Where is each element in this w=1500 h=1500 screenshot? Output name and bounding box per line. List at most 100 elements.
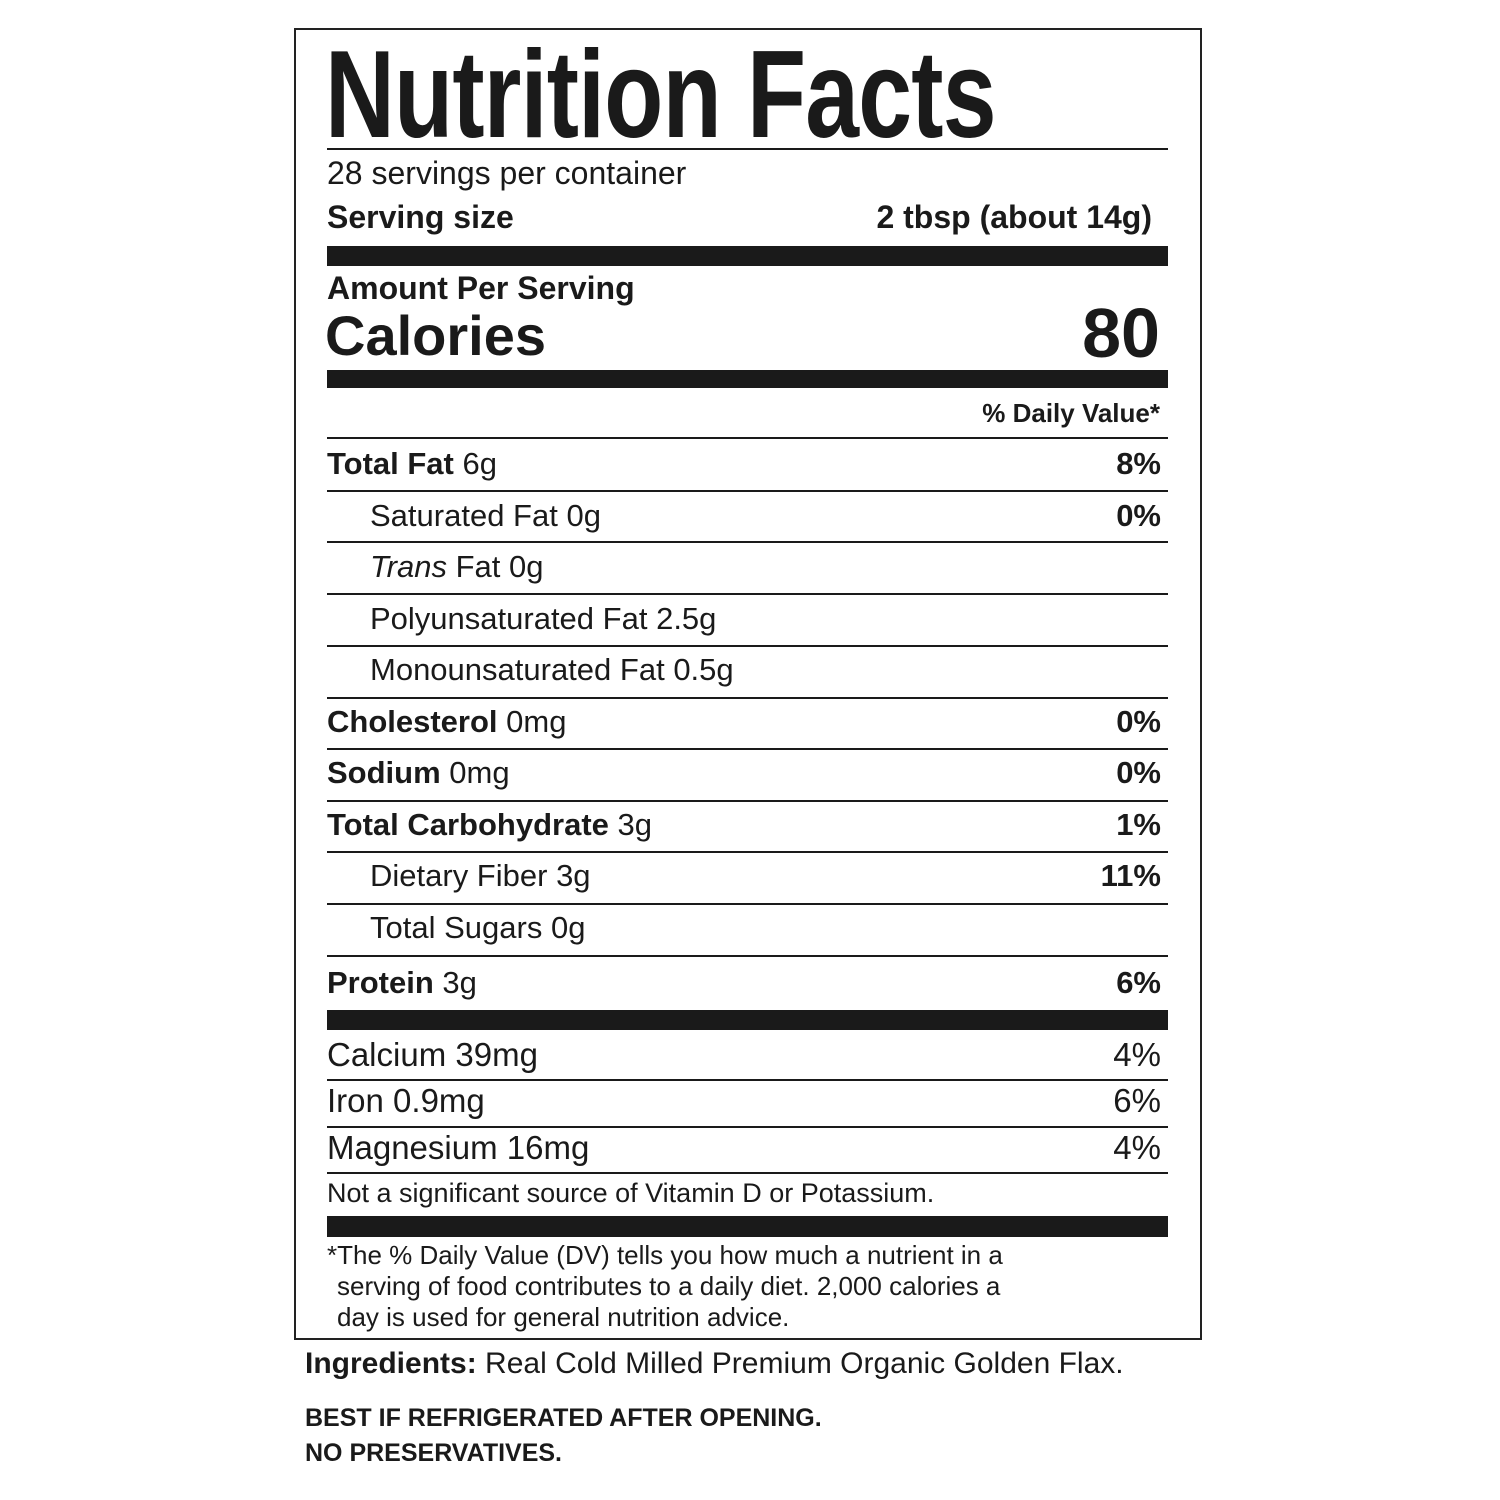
divider xyxy=(327,437,1168,439)
divider xyxy=(327,541,1168,543)
nutrient-amount: 0g xyxy=(550,910,586,945)
nutrient-name: Fat xyxy=(455,549,501,584)
not-significant-note: Not a significant source of Vitamin D or… xyxy=(327,1178,935,1208)
mineral-name: Iron xyxy=(327,1082,384,1119)
footnote-line: day is used for general nutrition advice… xyxy=(337,1302,790,1332)
ingredients-label: Ingredients: xyxy=(305,1347,477,1380)
mineral-name: Calcium xyxy=(327,1036,447,1073)
nutrient-daily-value: 0% xyxy=(1116,498,1161,533)
servings-per-container: 28 servings per container xyxy=(327,155,687,191)
divider xyxy=(327,645,1168,647)
nutrient-name: Polyunsaturated Fat xyxy=(370,601,648,636)
nutrient-row: Saturated Fat 0g 0% xyxy=(327,496,1161,536)
mineral-amount: 39mg xyxy=(455,1036,538,1073)
nutrient-label: Polyunsaturated Fat 2.5g xyxy=(327,599,716,639)
mineral-name: Magnesium xyxy=(327,1129,498,1166)
calories-label: Calories xyxy=(325,304,546,367)
nutrient-name: Saturated Fat xyxy=(370,498,558,533)
footnote-line: serving of food contributes to a daily d… xyxy=(337,1271,1001,1301)
nutrient-amount: 6g xyxy=(462,446,497,481)
nutrient-row: Sodium 0mg 0% xyxy=(327,753,1161,793)
thick-divider xyxy=(327,1216,1168,1237)
nutrient-label: Saturated Fat 0g xyxy=(327,496,601,536)
divider xyxy=(327,748,1168,750)
nutrient-label: Total Fat 6g xyxy=(327,444,497,484)
nutrient-name: Total Fat xyxy=(327,446,454,481)
calories-value: 80 xyxy=(1082,294,1160,372)
mineral-daily-value: 6% xyxy=(1113,1082,1161,1119)
divider xyxy=(327,800,1168,802)
nutrient-label: Total Sugars 0g xyxy=(327,908,585,948)
amount-per-serving: Amount Per Serving xyxy=(327,270,635,306)
nutrient-row: Monounsaturated Fat 0.5g xyxy=(327,650,1161,690)
divider xyxy=(327,148,1168,150)
mineral-row: Iron 0.9mg 6% xyxy=(327,1081,1161,1121)
nutrient-label: Monounsaturated Fat 0.5g xyxy=(327,650,734,690)
notice: BEST IF REFRIGERATED AFTER OPENING. xyxy=(305,1404,822,1432)
mineral-daily-value: 4% xyxy=(1113,1036,1161,1073)
nutrient-label: Sodium 0mg xyxy=(327,753,510,793)
divider xyxy=(327,1079,1168,1081)
nutrient-row: Dietary Fiber 3g 11% xyxy=(327,856,1161,896)
nutrient-amount: 0g xyxy=(566,498,601,533)
nutrient-row: Total Sugars 0g xyxy=(327,908,1161,948)
nutrient-label: Trans Fat 0g xyxy=(327,547,543,587)
nutrient-row: Total Carbohydrate 3g 1% xyxy=(327,805,1161,845)
ingredients-value: Real Cold Milled Premium Organic Golden … xyxy=(485,1347,1124,1380)
serving-size-value: 2 tbsp (about 14g) xyxy=(876,199,1152,235)
nutrient-daily-value: 1% xyxy=(1116,807,1161,842)
nutrient-row: Protein 3g 6% xyxy=(327,963,1161,1003)
divider xyxy=(327,697,1168,699)
divider xyxy=(327,851,1168,853)
nutrient-label: Dietary Fiber 3g xyxy=(327,856,591,896)
divider xyxy=(327,1126,1168,1128)
mineral-row: Magnesium 16mg 4% xyxy=(327,1128,1161,1168)
footnote-line: *The % Daily Value (DV) tells you how mu… xyxy=(327,1240,1003,1270)
ingredients: Ingredients: Real Cold Milled Premium Or… xyxy=(305,1346,1124,1382)
mineral-row: Calcium 39mg 4% xyxy=(327,1035,1161,1075)
nutrient-row: Trans Fat 0g xyxy=(327,547,1161,587)
nutrient-row: Polyunsaturated Fat 2.5g xyxy=(327,599,1161,639)
nutrient-name: Total Carbohydrate xyxy=(327,807,609,842)
divider xyxy=(327,490,1168,492)
nutrient-label: Protein 3g xyxy=(327,963,477,1003)
serving-size-row: Serving size 2 tbsp (about 14g) xyxy=(327,197,1152,237)
mineral-amount: 0.9mg xyxy=(393,1082,485,1119)
nutrient-name: Cholesterol xyxy=(327,704,498,739)
thick-divider xyxy=(327,246,1168,266)
nutrient-amount: 3g xyxy=(556,858,591,893)
mineral-label: Calcium 39mg xyxy=(327,1035,538,1075)
nutrient-amount: 0mg xyxy=(506,704,567,739)
nutrient-name: Sodium xyxy=(327,755,441,790)
nutrient-daily-value: 8% xyxy=(1116,446,1161,481)
mineral-daily-value: 4% xyxy=(1113,1129,1161,1166)
divider xyxy=(327,1172,1168,1174)
mineral-label: Iron 0.9mg xyxy=(327,1081,485,1121)
nutrient-amount: 0mg xyxy=(449,755,510,790)
nutrient-name: Protein xyxy=(327,965,434,1000)
nutrient-name: Total Sugars xyxy=(370,910,543,945)
nutrient-amount: 2.5g xyxy=(656,601,717,636)
nutrient-row: Cholesterol 0mg 0% xyxy=(327,702,1161,742)
nutrient-row: Total Fat 6g 8% xyxy=(327,444,1161,484)
nutrient-daily-value: 11% xyxy=(1100,858,1161,893)
divider xyxy=(327,593,1168,595)
notice: NO PRESERVATIVES. xyxy=(305,1439,563,1467)
nutrient-amount: 0.5g xyxy=(673,652,734,687)
nutrient-label: Cholesterol 0mg xyxy=(327,702,566,742)
nutrient-name-italic: Trans xyxy=(370,549,447,584)
nutrient-label: Total Carbohydrate 3g xyxy=(327,805,652,845)
nutrient-amount: 3g xyxy=(617,807,653,842)
nutrition-facts-panel xyxy=(294,28,1202,1340)
divider xyxy=(327,903,1168,905)
nutrient-daily-value: 0% xyxy=(1116,755,1161,790)
divider xyxy=(327,955,1168,957)
mineral-amount: 16mg xyxy=(506,1129,590,1166)
nutrient-daily-value: 6% xyxy=(1116,965,1161,1000)
nutrient-daily-value: 0% xyxy=(1116,704,1161,739)
title: Nutrition Facts xyxy=(325,26,997,164)
thick-divider xyxy=(327,1010,1168,1030)
nutrient-amount: 0g xyxy=(509,549,544,584)
daily-value-header: % Daily Value* xyxy=(982,398,1160,428)
thick-divider xyxy=(327,370,1168,388)
